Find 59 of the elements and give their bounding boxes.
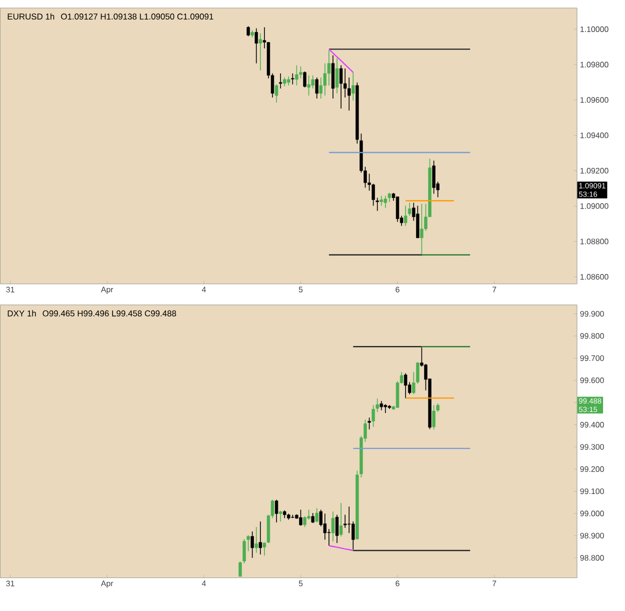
line-series [328,48,354,74]
candlestick [295,64,298,86]
candlestick [274,84,278,103]
candlestick [254,28,258,64]
candlestick [311,512,314,524]
candlestick [278,73,282,89]
candlestick [384,196,388,208]
candlestick [291,73,294,85]
candlestick [331,511,335,542]
candlestick [303,71,306,88]
candlestick [416,362,420,384]
candlestick [352,521,355,550]
candlestick [250,531,254,558]
candlestick [323,63,327,96]
candlestick [246,26,250,37]
candlestick [376,398,379,413]
candlestick [396,196,400,222]
candlestick [380,400,383,411]
candlestick [299,66,302,79]
text: O1.09127 H1.09138 L1.09050 C1.09091 [61,14,214,20]
candlestick [299,509,302,526]
candlestick [335,514,339,544]
candlestick [315,508,318,523]
candlestick [254,526,258,554]
candlestick [282,77,286,88]
candlestick [262,542,266,556]
candlestick [242,538,246,564]
text: O99.465 H99.496 L99.458 C99.488 [42,310,176,316]
candlestick [404,205,408,226]
candlestick [339,502,343,537]
candlestick [238,561,242,577]
candlestick [380,196,383,206]
candlestick [368,417,371,430]
candlestick [303,516,306,528]
candlestick [323,513,327,540]
candlestick [372,404,375,428]
candlestick [420,203,424,256]
chart-title: DXY 1h [8,310,36,316]
candlestick [404,372,408,400]
candlestick [339,64,343,109]
candlestick [307,75,310,96]
candlestick [432,160,436,194]
chart-title: EURUSD 1h [8,13,54,20]
candlestick [376,197,379,212]
candlestick [274,499,278,523]
candlestick [311,75,314,89]
candlestick [258,32,262,71]
candlestick [432,404,436,430]
candlestick [319,77,322,100]
candlestick [352,72,355,101]
candlestick [348,77,351,112]
candlestick [246,534,250,552]
candlestick [412,372,416,395]
candlestick [278,510,282,522]
candlestick [258,521,262,556]
candlestick [287,76,290,86]
candlestick [335,58,339,94]
candlestick [315,77,318,100]
candlestick [372,183,375,206]
